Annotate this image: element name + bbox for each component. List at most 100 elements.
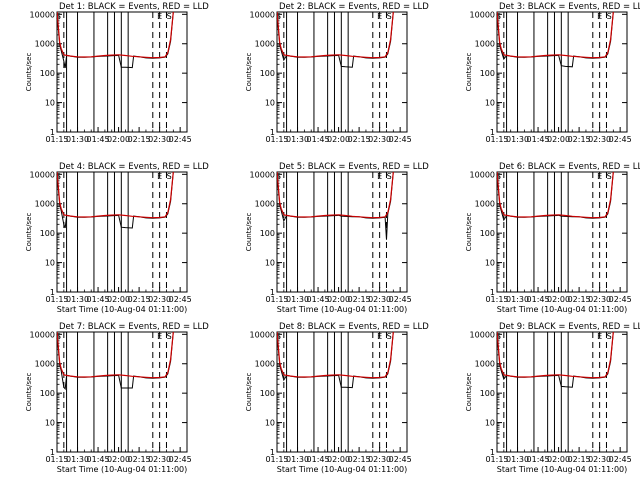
x-tick-label: 02:15 (348, 135, 371, 144)
y-tick-label: 100 (260, 69, 275, 78)
x-tick-label: 02:15 (348, 455, 371, 464)
x-tick-label: 02:15 (568, 295, 591, 304)
x-tick-label: 02:30 (588, 135, 611, 144)
x-tick-label: 01:30 (286, 135, 309, 144)
y-tick-label: 100 (480, 69, 495, 78)
x-tick-label: 02:45 (169, 295, 192, 304)
x-tick-label: 02:30 (148, 295, 171, 304)
x-tick-label: 02:30 (148, 135, 171, 144)
x-tick-label: 02:30 (588, 295, 611, 304)
x-tick-label: 02:45 (389, 295, 412, 304)
y-tick-label: 100 (40, 69, 55, 78)
y-axis-label: Counts/sec (465, 213, 473, 252)
x-tick-label: 02:00 (107, 455, 130, 464)
x-tick-label: 02:15 (568, 455, 591, 464)
y-tick-label: 10 (485, 259, 495, 268)
chart-panel: Det 9: BLACK = Events, RED = LLD Counts/s… (465, 322, 640, 474)
x-tick-label: 02:30 (368, 135, 391, 144)
x-tick-label: 02:00 (327, 295, 350, 304)
chart-title: Det 6: BLACK = Events, RED = LLD (499, 162, 640, 172)
y-axis-label: Counts/sec (245, 53, 253, 92)
saa-marker-label: S (496, 12, 501, 21)
x-tick-label: 02:45 (609, 455, 632, 464)
y-tick-label: 100 (480, 389, 495, 398)
plot-frame (56, 331, 188, 453)
y-axis-label: Counts/sec (25, 213, 33, 252)
series-line-events (497, 332, 614, 388)
y-tick-label: 1000 (475, 360, 495, 369)
x-tick-label: 02:45 (169, 455, 192, 464)
x-tick-label: 01:15 (485, 135, 508, 144)
series-line-lld (57, 172, 174, 219)
x-tick-label: 02:15 (348, 295, 371, 304)
y-tick-label: 1 (270, 288, 275, 297)
x-tick-label: 02:30 (148, 455, 171, 464)
x-tick-label: 01:45 (527, 295, 550, 304)
y-tick-label: 1000 (255, 360, 275, 369)
series-line-lld (277, 332, 394, 379)
chart-panel: Det 1: BLACK = Events, RED = LLD Counts/s… (25, 2, 209, 144)
x-tick-label: 01:30 (506, 135, 529, 144)
y-tick-label: 1000 (35, 360, 55, 369)
y-tick-label: 10 (265, 99, 275, 108)
x-tick-label: 01:45 (527, 135, 550, 144)
saa-marker-label: S (56, 172, 61, 181)
x-axis-label: Start Time (10-Aug-04 01:11:00) (57, 305, 188, 314)
series-line-events (497, 12, 614, 68)
x-tick-label: 01:45 (307, 135, 330, 144)
series-line-lld (57, 332, 174, 379)
y-tick-label: 1000 (255, 200, 275, 209)
saa-marker-label: S (167, 172, 172, 181)
y-tick-label: 10 (45, 99, 55, 108)
chart-title: Det 5: BLACK = Events, RED = LLD (279, 162, 429, 172)
x-tick-label: 01:15 (265, 135, 288, 144)
y-tick-label: 10000 (250, 10, 275, 19)
y-tick-label: 1 (490, 288, 495, 297)
y-tick-label: 10 (265, 259, 275, 268)
series-line-events (57, 12, 174, 69)
saa-marker-label: E (377, 12, 382, 21)
saa-marker-label: S (276, 332, 281, 341)
y-axis-label: Counts/sec (465, 53, 473, 92)
y-tick-label: 1 (50, 288, 55, 297)
plot-frame (56, 11, 188, 133)
x-tick-label: 02:45 (389, 455, 412, 464)
y-tick-label: 10 (265, 419, 275, 428)
x-tick-label: 01:15 (265, 295, 288, 304)
series-line-lld (277, 172, 394, 219)
x-tick-label: 02:00 (547, 455, 570, 464)
saa-marker-label: S (167, 12, 172, 21)
x-tick-label: 02:15 (568, 135, 591, 144)
plot-frame (496, 171, 628, 293)
y-tick-label: 1000 (35, 40, 55, 49)
chart-panel: Det 4: BLACK = Events, RED = LLD Counts/s… (25, 162, 209, 314)
saa-marker-label: E (157, 12, 162, 21)
x-tick-label: 02:00 (547, 295, 570, 304)
chart-title: Det 8: BLACK = Events, RED = LLD (279, 322, 429, 332)
y-tick-label: 100 (40, 229, 55, 238)
y-tick-label: 10000 (30, 170, 55, 179)
x-tick-label: 02:00 (107, 295, 130, 304)
saa-marker-label: S (387, 332, 392, 341)
y-tick-label: 10000 (470, 330, 495, 339)
chart-title: Det 2: BLACK = Events, RED = LLD (279, 2, 429, 12)
chart-title: Det 3: BLACK = Events, RED = LLD (499, 2, 640, 12)
y-tick-label: 10000 (30, 10, 55, 19)
chart-panel: Det 7: BLACK = Events, RED = LLD Counts/s… (25, 322, 209, 474)
x-axis-label: Start Time (10-Aug-04 01:11:00) (277, 465, 408, 474)
x-tick-label: 02:15 (128, 295, 151, 304)
plot-frame (56, 171, 188, 293)
saa-marker-label: S (607, 172, 612, 181)
chart-panel: Det 6: BLACK = Events, RED = LLD Counts/s… (465, 162, 640, 314)
saa-marker-label: E (597, 12, 602, 21)
y-tick-label: 1 (50, 128, 55, 137)
x-tick-label: 02:45 (389, 135, 412, 144)
plot-frame (496, 331, 628, 453)
y-tick-label: 10 (45, 259, 55, 268)
x-tick-label: 02:45 (169, 135, 192, 144)
saa-marker-label: E (597, 332, 602, 341)
saa-marker-label: S (56, 12, 61, 21)
series-line-lld (57, 12, 174, 59)
series-line-events (57, 332, 174, 391)
